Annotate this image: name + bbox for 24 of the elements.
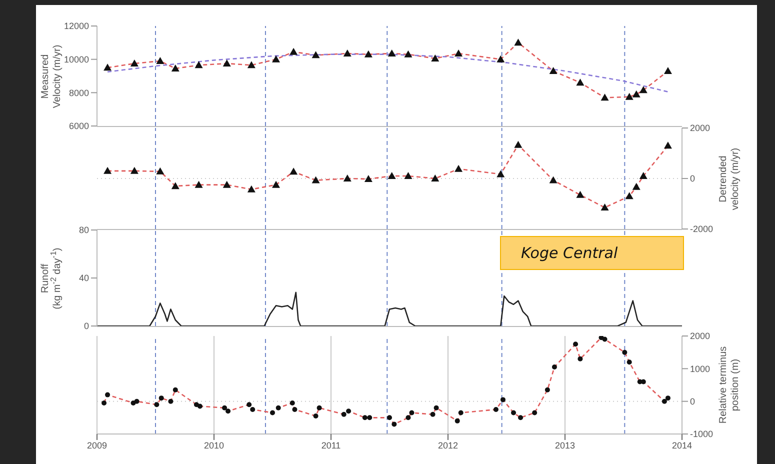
x-tick-label: 2014 [672,440,692,450]
y2-tick-label: 2000 [690,123,710,134]
y2-tick-label: 0 [690,396,696,407]
y-tick-label: 12000 [64,21,89,32]
y2-tick-label: 0 [690,174,696,184]
y-tick-label: 80 [78,225,89,236]
x-tick-label: 2013 [554,440,576,450]
y-tick-label: 8000 [68,88,89,98]
y-tick-label: 0 [84,321,89,332]
x-tick-label: 2010 [204,440,224,450]
y2-axis-title: Detrended velocity (m/yr) [718,148,741,210]
text-box: Koge Central [500,236,684,270]
y-axis-title: Measured Velocity (m/yr) [40,44,63,108]
y-tick-label: 10000 [64,54,89,65]
x-tick-label: 2009 [86,440,108,450]
x-tick-label: 2011 [321,440,341,450]
x-tick-label: 2012 [438,440,458,450]
y2-tick-label: 2000 [690,331,710,342]
y-tick-label: 40 [78,273,89,284]
y2-tick-label: 1000 [690,364,710,374]
y2-axis-title: Relative terminus position (m) [718,346,741,424]
y-tick-label: 6000 [68,121,89,132]
y2-tick-label: -1000 [690,429,714,440]
y2-tick-label: -2000 [690,224,714,234]
